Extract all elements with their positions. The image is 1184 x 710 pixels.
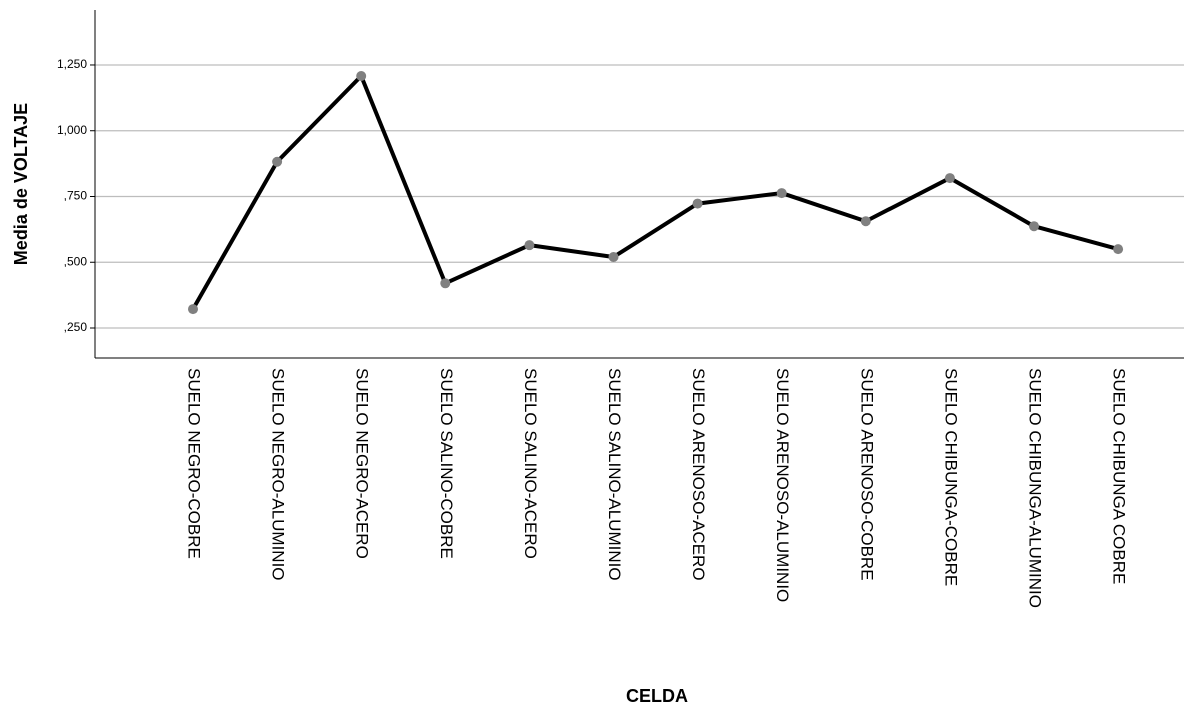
x-tick-label: SUELO SALINO-COBRE bbox=[437, 368, 456, 559]
x-tick-label: SUELO CHIBUNGA-COBRE bbox=[941, 368, 960, 586]
point bbox=[356, 71, 367, 82]
x-tick-label: SUELO NEGRO-ACERO bbox=[353, 368, 372, 559]
y-tick-label: 1,000 bbox=[57, 123, 87, 137]
x-tick-label: SUELO CHIBUNGA COBRE bbox=[1110, 368, 1129, 584]
y-tick-label: ,250 bbox=[64, 320, 88, 334]
x-tick-label: SUELO ARENOSO-ACERO bbox=[689, 368, 708, 581]
line bbox=[191, 74, 1119, 311]
x-tick-label: SUELO SALINO-ALUMINIO bbox=[605, 368, 624, 581]
x-tick-label: SUELO ARENOSO-COBRE bbox=[857, 368, 876, 581]
point bbox=[1113, 244, 1124, 255]
point bbox=[944, 173, 955, 184]
x-tick-label: SUELO ARENOSO-ALUMINIO bbox=[773, 368, 792, 602]
x-tick-label: SUELO NEGRO-ALUMINIO bbox=[269, 368, 288, 581]
x-tick-label: SUELO SALINO-ACERO bbox=[521, 368, 540, 559]
point bbox=[272, 156, 283, 167]
point bbox=[440, 278, 451, 289]
x-axis-title: CELDA bbox=[626, 686, 688, 706]
x-tick-label: SUELO NEGRO-COBRE bbox=[185, 368, 204, 559]
x-tick-label: SUELO CHIBUNGA-ALUMINIO bbox=[1026, 368, 1045, 608]
y-tick-label: ,500 bbox=[64, 254, 88, 268]
point bbox=[188, 304, 198, 315]
point bbox=[776, 188, 787, 199]
point bbox=[608, 251, 619, 262]
point bbox=[524, 240, 535, 251]
y-tick-label: ,750 bbox=[64, 189, 88, 203]
point bbox=[692, 198, 703, 209]
point bbox=[860, 216, 871, 227]
y-tick-label: 1,250 bbox=[57, 57, 87, 71]
point bbox=[1029, 221, 1039, 232]
y-axis-title: Media de VOLTAJE bbox=[11, 103, 31, 265]
